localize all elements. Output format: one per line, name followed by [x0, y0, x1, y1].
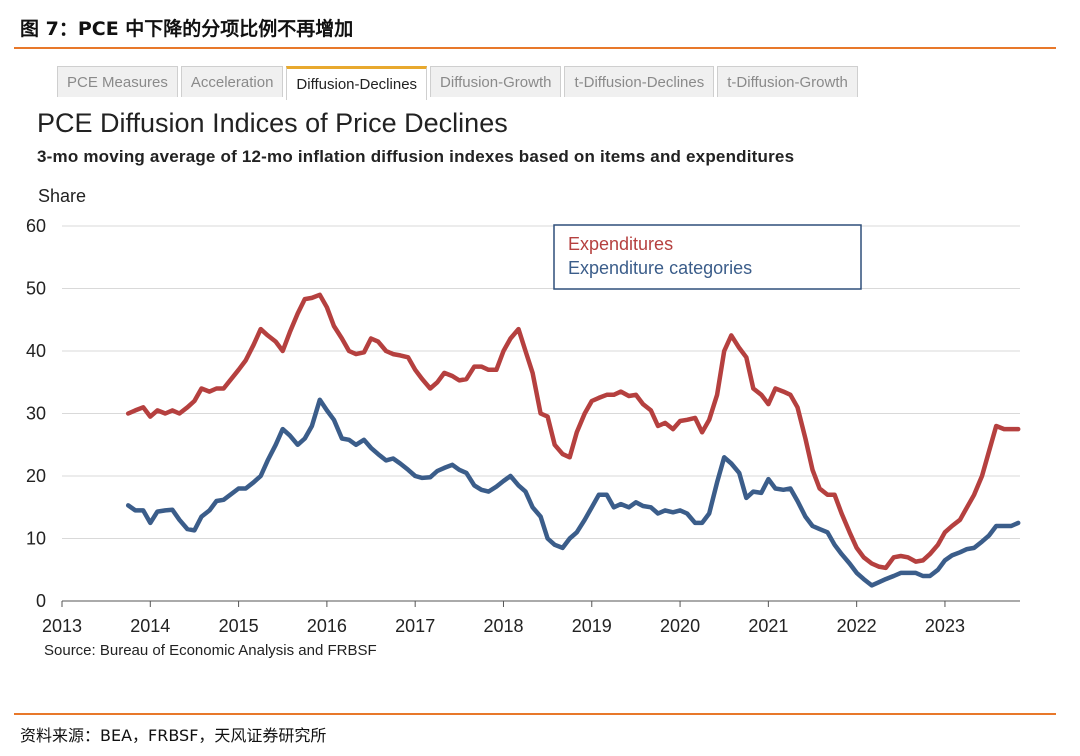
legend-entry: Expenditure categories: [568, 258, 752, 278]
footer-source: 资料来源：BEA，FRBSF，天风证券研究所: [20, 726, 327, 745]
x-tick-label: 2019: [572, 616, 612, 636]
x-tick-label: 2013: [42, 616, 82, 636]
x-tick-label: 2022: [837, 616, 877, 636]
tab-diffusion-declines[interactable]: Diffusion-Declines: [286, 66, 428, 100]
series-line-1: [125, 397, 1021, 588]
y-tick-label: 20: [26, 466, 46, 486]
x-tick-label: 2015: [219, 616, 259, 636]
series-line-0: [125, 292, 1021, 571]
top-divider: [14, 47, 1056, 49]
x-tick-label: 2016: [307, 616, 347, 636]
y-tick-label: 60: [26, 216, 46, 236]
tab-acceleration[interactable]: Acceleration: [180, 66, 284, 97]
tab-t-diffusion-declines[interactable]: t-Diffusion-Declines: [564, 66, 715, 97]
y-tick-label: 10: [26, 529, 46, 549]
y-axis-label: Share: [38, 186, 86, 206]
bottom-divider: [14, 713, 1056, 715]
y-tick-label: 0: [36, 591, 46, 611]
tab-bar: PCE Measures Acceleration Diffusion-Decl…: [57, 66, 858, 100]
y-tick-label: 30: [26, 404, 46, 424]
legend-entry: Expenditures: [568, 234, 673, 254]
chart-source-note: Source: Bureau of Economic Analysis and …: [44, 642, 377, 659]
tab-diffusion-growth[interactable]: Diffusion-Growth: [430, 66, 562, 97]
x-tick-label: 2023: [925, 616, 965, 636]
x-tick-label: 2021: [748, 616, 788, 636]
chart-subtitle: 3-mo moving average of 12-mo inflation d…: [37, 147, 795, 166]
x-tick-label: 2017: [395, 616, 435, 636]
chart-title: PCE Diffusion Indices of Price Declines: [37, 108, 508, 138]
x-tick-label: 2014: [130, 616, 170, 636]
tab-pce-measures[interactable]: PCE Measures: [57, 66, 178, 97]
legend-box: [553, 224, 862, 290]
y-tick-label: 40: [26, 341, 46, 361]
figure-title: 图 7：PCE 中下降的分项比例不再增加: [20, 18, 354, 40]
x-tick-label: 2018: [483, 616, 523, 636]
tab-t-diffusion-growth[interactable]: t-Diffusion-Growth: [717, 66, 858, 97]
x-tick-label: 2020: [660, 616, 700, 636]
y-tick-label: 50: [26, 279, 46, 299]
